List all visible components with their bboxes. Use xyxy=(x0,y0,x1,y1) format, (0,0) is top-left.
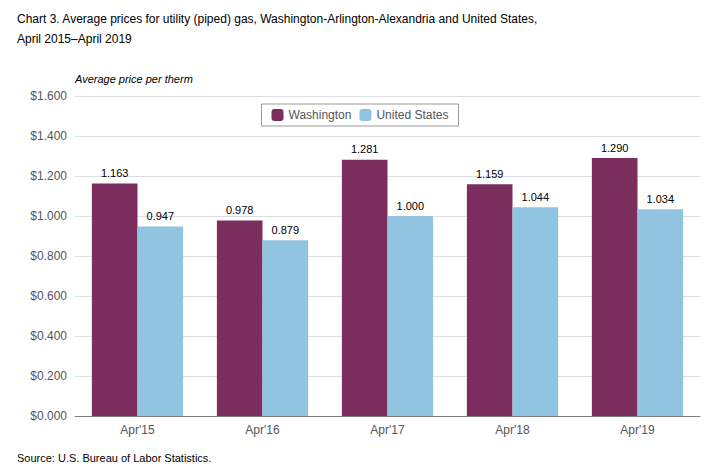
svg-text:April 2015–April 2019: April 2015–April 2019 xyxy=(17,32,132,46)
svg-text:0.978: 0.978 xyxy=(226,204,254,216)
svg-text:1.290: 1.290 xyxy=(601,142,629,154)
svg-text:$1.200: $1.200 xyxy=(30,169,67,183)
svg-text:1.044: 1.044 xyxy=(522,191,550,203)
svg-text:$0.200: $0.200 xyxy=(30,369,67,383)
svg-text:1.281: 1.281 xyxy=(351,143,379,155)
svg-text:Source: U.S. Bureau of Labor S: Source: U.S. Bureau of Labor Statistics. xyxy=(17,452,211,464)
svg-text:$0.400: $0.400 xyxy=(30,329,67,343)
svg-text:Apr'18: Apr'18 xyxy=(495,423,530,437)
svg-text:United States: United States xyxy=(376,108,448,122)
svg-text:Apr'17: Apr'17 xyxy=(370,423,405,437)
svg-text:1.000: 1.000 xyxy=(397,200,425,212)
svg-text:1.034: 1.034 xyxy=(647,193,675,205)
svg-text:0.879: 0.879 xyxy=(272,224,300,236)
svg-text:$0.800: $0.800 xyxy=(30,249,67,263)
svg-text:1.159: 1.159 xyxy=(476,168,504,180)
svg-text:$1.400: $1.400 xyxy=(30,129,67,143)
svg-text:$0.000: $0.000 xyxy=(30,409,67,423)
svg-text:Apr'19: Apr'19 xyxy=(620,423,655,437)
svg-text:0.947: 0.947 xyxy=(147,210,175,222)
svg-text:Apr'15: Apr'15 xyxy=(120,423,155,437)
svg-text:1.163: 1.163 xyxy=(101,167,129,179)
svg-text:$1.600: $1.600 xyxy=(30,89,67,103)
svg-text:$1.000: $1.000 xyxy=(30,209,67,223)
svg-text:$0.600: $0.600 xyxy=(30,289,67,303)
svg-text:Apr'16: Apr'16 xyxy=(245,423,280,437)
svg-text:Average price per therm: Average price per therm xyxy=(74,73,193,85)
svg-text:Chart 3. Average prices for ut: Chart 3. Average prices for utility (pip… xyxy=(17,12,537,26)
svg-text:Washington: Washington xyxy=(289,108,352,122)
